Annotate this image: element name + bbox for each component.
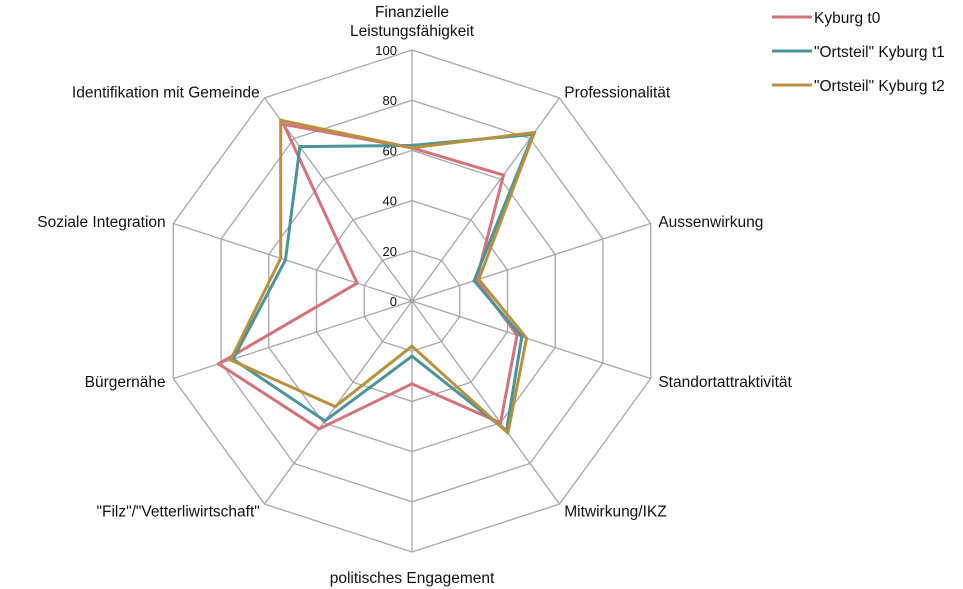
axis-label-8: Soziale Integration	[37, 214, 165, 231]
axis-label-7-line-0: Bürgernähe	[85, 374, 166, 391]
series-line-1	[231, 132, 535, 433]
series-0-point-6	[317, 427, 321, 431]
legend-label-1: "Ortsteil" Kyburg t1	[814, 44, 945, 61]
tick-label-1: 20	[383, 244, 397, 259]
radar-grid	[172, 49, 652, 553]
series-1-point-0	[410, 143, 414, 147]
axis-label-0-line-1: Leistungsfähigkeit	[350, 23, 475, 40]
axis-label-4-line-0: Mitwirkung/IKZ	[564, 504, 667, 521]
axis-label-9: Identifikation mit Gemeinde	[72, 84, 260, 101]
legend-label-2: "Ortsteil" Kyburg t2	[814, 78, 945, 95]
grid-spoke-9	[263, 97, 413, 302]
series-2-point-5	[410, 344, 414, 348]
axis-label-6-line-0: "Filz"/"Vetterliwirtschaft"	[96, 504, 259, 521]
series-1-point-3	[520, 335, 524, 339]
tick-label-2: 40	[383, 194, 397, 209]
grid-spoke-3	[411, 300, 651, 380]
series-2-point-3	[524, 336, 529, 340]
axis-label-9-line-0: Identifikation mit Gemeinde	[72, 84, 260, 101]
legend-item-0: Kyburg t0	[772, 10, 881, 27]
axis-label-4: Mitwirkung/IKZ	[564, 504, 667, 521]
grid-spoke-2	[411, 222, 651, 302]
axis-label-2: Aussenwirkung	[658, 214, 763, 231]
axis-label-0: Finanzielle Leistungsfähigkeit	[350, 4, 475, 40]
axis-label-0-line-0: Finanzielle	[375, 4, 449, 21]
series-0-point-7	[217, 362, 221, 366]
series-2	[228, 118, 537, 435]
legend: Kyburg t0 "Ortsteil" Kyburg t1 "Ortsteil" …	[772, 10, 945, 95]
grid-spoke-7	[173, 300, 413, 380]
axis-label-3-line-0: Standortattraktivität	[658, 374, 792, 391]
legend-item-2: "Ortsteil" Kyburg t2	[772, 78, 945, 95]
series-0-point-8	[355, 281, 359, 285]
series-1-point-2	[472, 279, 476, 283]
axis-label-8-line-0: Soziale Integration	[37, 214, 165, 231]
tick-label-4: 80	[383, 93, 397, 108]
axis-labels: Finanzielle Leistungsfähigkeit Professiona…	[37, 4, 792, 587]
series-0-point-5	[410, 382, 414, 386]
tick-label-5: 100	[375, 43, 397, 58]
series-1-point-6	[323, 419, 327, 423]
axis-label-3: Standortattraktivität	[658, 374, 792, 391]
series-1-point-8	[283, 258, 288, 262]
axis-label-6: "Filz"/"Vetterliwirtschaft"	[96, 504, 259, 521]
series-2-point-0	[410, 146, 414, 150]
axis-label-5-line-0: politisches Engagement	[330, 570, 495, 587]
series-2-point-9	[279, 118, 283, 122]
series-2-point-4	[506, 431, 510, 435]
series-0-point-1	[501, 173, 506, 177]
data-series	[217, 118, 537, 435]
legend-item-1: "Ortsteil" Kyburg t1	[772, 44, 945, 61]
series-1-point-9	[298, 145, 302, 149]
axis-label-5: politisches Engagement	[330, 570, 495, 587]
series-0-point-9	[282, 122, 286, 126]
grid-spoke-4	[411, 300, 561, 505]
series-0	[217, 122, 519, 431]
axis-label-2-line-0: Aussenwirkung	[658, 214, 763, 231]
series-2-point-8	[279, 256, 283, 260]
series-1	[231, 132, 535, 433]
series-2-point-6	[333, 404, 337, 409]
axis-label-1-line-0: Professionalität	[564, 84, 671, 101]
series-1-point-5	[410, 354, 414, 358]
tick-label-0: 0	[390, 294, 397, 309]
series-2-point-2	[477, 277, 481, 281]
series-2-point-1	[532, 130, 537, 135]
grid-spoke-1	[411, 97, 561, 302]
axis-label-1: Professionalität	[564, 84, 671, 101]
grid-spoke-8	[173, 222, 413, 302]
legend-label-0: Kyburg t0	[814, 10, 881, 27]
series-2-point-7	[228, 358, 233, 362]
axis-label-7: Bürgernähe	[85, 374, 166, 391]
